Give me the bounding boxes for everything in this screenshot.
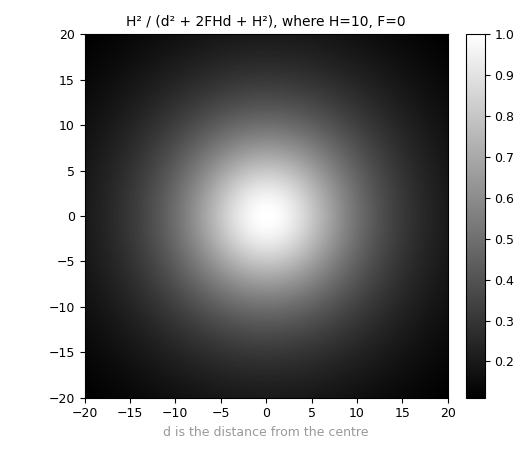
Title: H² / (d² + 2FHd + H²), where H=10, F=0: H² / (d² + 2FHd + H²), where H=10, F=0 [126, 15, 406, 29]
X-axis label: d is the distance from the centre: d is the distance from the centre [164, 426, 369, 439]
